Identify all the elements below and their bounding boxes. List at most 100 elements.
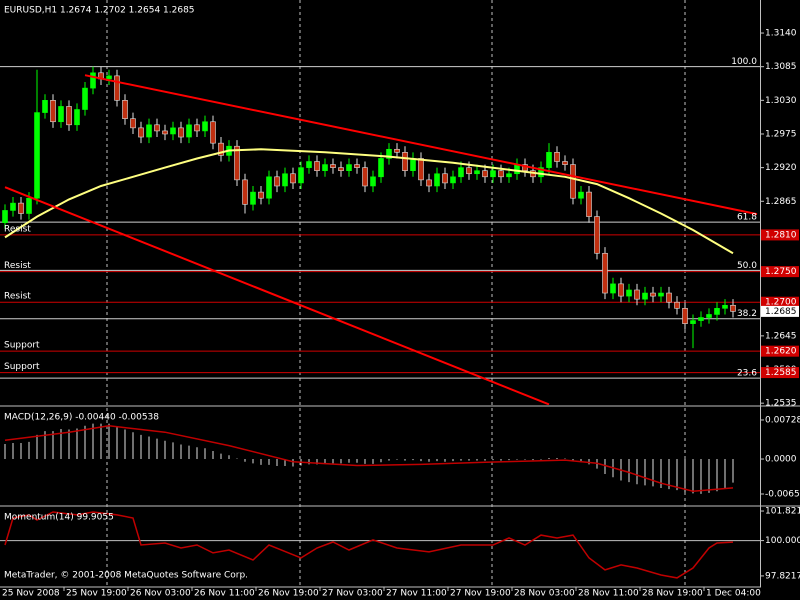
candle-body <box>170 127 176 135</box>
candle-body <box>402 152 408 171</box>
y-tick-label: 97.8217 <box>765 571 800 581</box>
y-tick-label: 1.2975 <box>765 129 797 139</box>
candle-body <box>10 202 16 211</box>
level-price-label: 1.2750 <box>765 267 797 277</box>
copyright: MetaTrader, © 2001-2008 MetaQuotes Softw… <box>4 571 248 581</box>
level-price-box <box>761 296 799 308</box>
candle-body <box>450 176 456 184</box>
fibo-label: 38.2 <box>737 309 757 319</box>
y-tick-label: 1.2645 <box>765 331 797 341</box>
fibo-label: 100.0 <box>731 57 757 67</box>
candle-body <box>506 173 512 178</box>
x-tick-label: 25 Nov 19:00 <box>66 589 127 599</box>
level-price-label: 1.2810 <box>765 230 797 240</box>
x-tick-label: 27 Nov 11:00 <box>386 589 447 599</box>
candle-body <box>434 173 440 187</box>
candle-body <box>210 121 216 144</box>
candle-body <box>610 283 616 294</box>
candle-body <box>562 161 568 165</box>
panel-title: EURUSD,H1 1.2674 1.2702 1.2654 1.2685 <box>4 6 195 16</box>
candle-body <box>658 292 664 297</box>
x-tick-label: 28 Nov 03:00 <box>514 589 575 599</box>
level-name: Support <box>4 362 40 372</box>
y-tick-label: 1.3030 <box>765 96 797 106</box>
candle-body <box>18 202 24 214</box>
candle-body <box>186 124 192 138</box>
y-tick-label: 1.2535 <box>765 399 797 409</box>
fibo-label: 23.6 <box>737 369 757 379</box>
candle-body <box>418 158 424 181</box>
level-name: Resist <box>4 292 31 302</box>
candle-body <box>114 75 120 101</box>
panel-title: Momentum(14) 99.9055 <box>4 513 114 523</box>
candle-body <box>34 112 40 199</box>
panel-title: MACD(12,26,9) -0.00440 -0.00538 <box>4 413 159 423</box>
candle-body <box>154 124 160 132</box>
candle-body <box>106 75 112 80</box>
candle-body <box>178 127 184 138</box>
level-price-box <box>761 229 799 241</box>
candle-body <box>618 283 624 297</box>
candle-body <box>642 292 648 300</box>
candle-body <box>674 301 680 309</box>
candle-body <box>546 152 552 168</box>
candle-body <box>266 176 272 199</box>
level-price-label: 1.2585 <box>765 368 797 378</box>
candle-body <box>410 158 416 171</box>
x-tick-label: 28 Nov 11:00 <box>578 589 639 599</box>
x-tick-label: 26 Nov 19:00 <box>258 589 319 599</box>
candle-body <box>330 164 336 168</box>
y-tick-label: 1.2920 <box>765 163 797 173</box>
x-tick-label: 27 Nov 19:00 <box>450 589 511 599</box>
candle-body <box>234 145 240 181</box>
x-tick-label: 26 Nov 11:00 <box>194 589 255 599</box>
candle-body <box>218 142 224 156</box>
candle-body <box>706 314 712 318</box>
candle-body <box>570 164 576 199</box>
candle-body <box>466 167 472 175</box>
fibo-label: 61.8 <box>737 213 757 223</box>
x-tick-label: 27 Nov 03:00 <box>322 589 383 599</box>
level-name: Resist <box>4 261 31 271</box>
candle-body <box>482 170 488 178</box>
overlay-line <box>84 74 758 216</box>
candle-body <box>322 164 328 171</box>
level-name: Resist <box>4 224 31 234</box>
candle-body <box>306 161 312 168</box>
candle-body <box>394 148 400 153</box>
candle-body <box>26 197 32 214</box>
y-tick-label: 100.0000 <box>765 536 800 546</box>
candle-body <box>50 100 56 123</box>
x-tick-label: 26 Nov 03:00 <box>130 589 191 599</box>
candle-body <box>194 124 200 132</box>
candle-body <box>354 164 360 168</box>
candle-body <box>538 167 544 178</box>
candle-body <box>458 167 464 178</box>
candle-body <box>346 164 352 171</box>
candle-body <box>682 308 688 324</box>
candle-body <box>250 191 256 205</box>
candle-body <box>714 308 720 315</box>
candle-body <box>498 170 504 178</box>
overlay-line <box>4 186 550 405</box>
candle-body <box>586 191 592 217</box>
y-tick-label: 1.3140 <box>765 29 797 39</box>
level-price-label: 1.2620 <box>765 347 797 357</box>
candle-body <box>130 118 136 129</box>
candle-body <box>242 179 248 205</box>
candle-body <box>490 170 496 178</box>
x-tick-label: 28 Nov 19:00 <box>642 589 703 599</box>
y-tick-label: 1.3085 <box>765 62 797 72</box>
candle-body <box>122 100 128 119</box>
level-price-box <box>761 266 799 278</box>
x-tick-label: 1 Dec 04:00 <box>706 589 761 599</box>
y-tick-label: -0.00652 <box>765 490 800 500</box>
candle-body <box>162 130 168 135</box>
level-price-label: 1.2700 <box>765 298 797 308</box>
candle-body <box>666 292 672 303</box>
macd-signal <box>4 425 734 492</box>
